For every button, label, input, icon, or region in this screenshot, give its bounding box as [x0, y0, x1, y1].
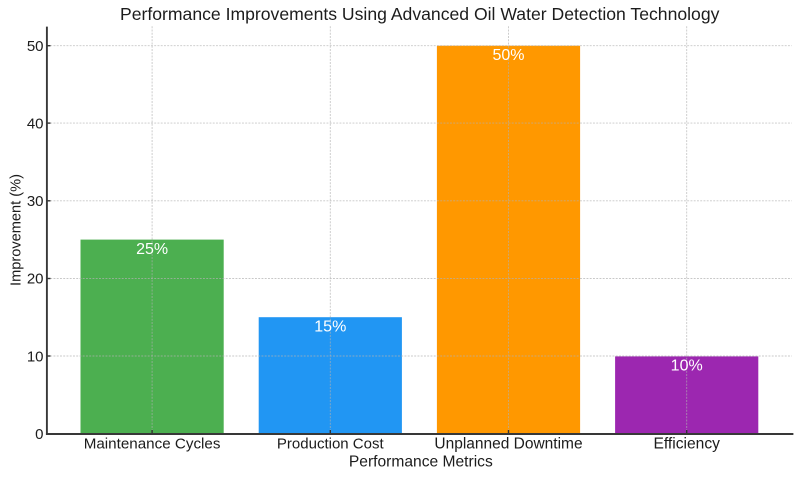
- svg-text:10%: 10%: [671, 358, 703, 375]
- svg-text:Production Cost: Production Cost: [277, 436, 385, 453]
- svg-text:Performance Improvements Using: Performance Improvements Using Advanced …: [120, 4, 720, 24]
- svg-text:Maintenance Cycles: Maintenance Cycles: [84, 436, 221, 453]
- svg-text:50: 50: [27, 38, 44, 55]
- svg-text:0: 0: [35, 426, 43, 443]
- svg-text:15%: 15%: [314, 319, 346, 336]
- svg-text:20: 20: [27, 271, 44, 288]
- svg-text:Performance Metrics: Performance Metrics: [349, 454, 493, 471]
- svg-text:50%: 50%: [492, 47, 524, 64]
- svg-text:Efficiency: Efficiency: [653, 436, 720, 453]
- svg-text:25%: 25%: [136, 241, 168, 258]
- svg-text:40: 40: [27, 115, 44, 132]
- svg-text:Unplanned Downtime: Unplanned Downtime: [434, 436, 582, 453]
- svg-text:30: 30: [27, 193, 44, 210]
- svg-text:Improvement (%): Improvement (%): [9, 174, 25, 286]
- svg-text:10: 10: [27, 348, 44, 365]
